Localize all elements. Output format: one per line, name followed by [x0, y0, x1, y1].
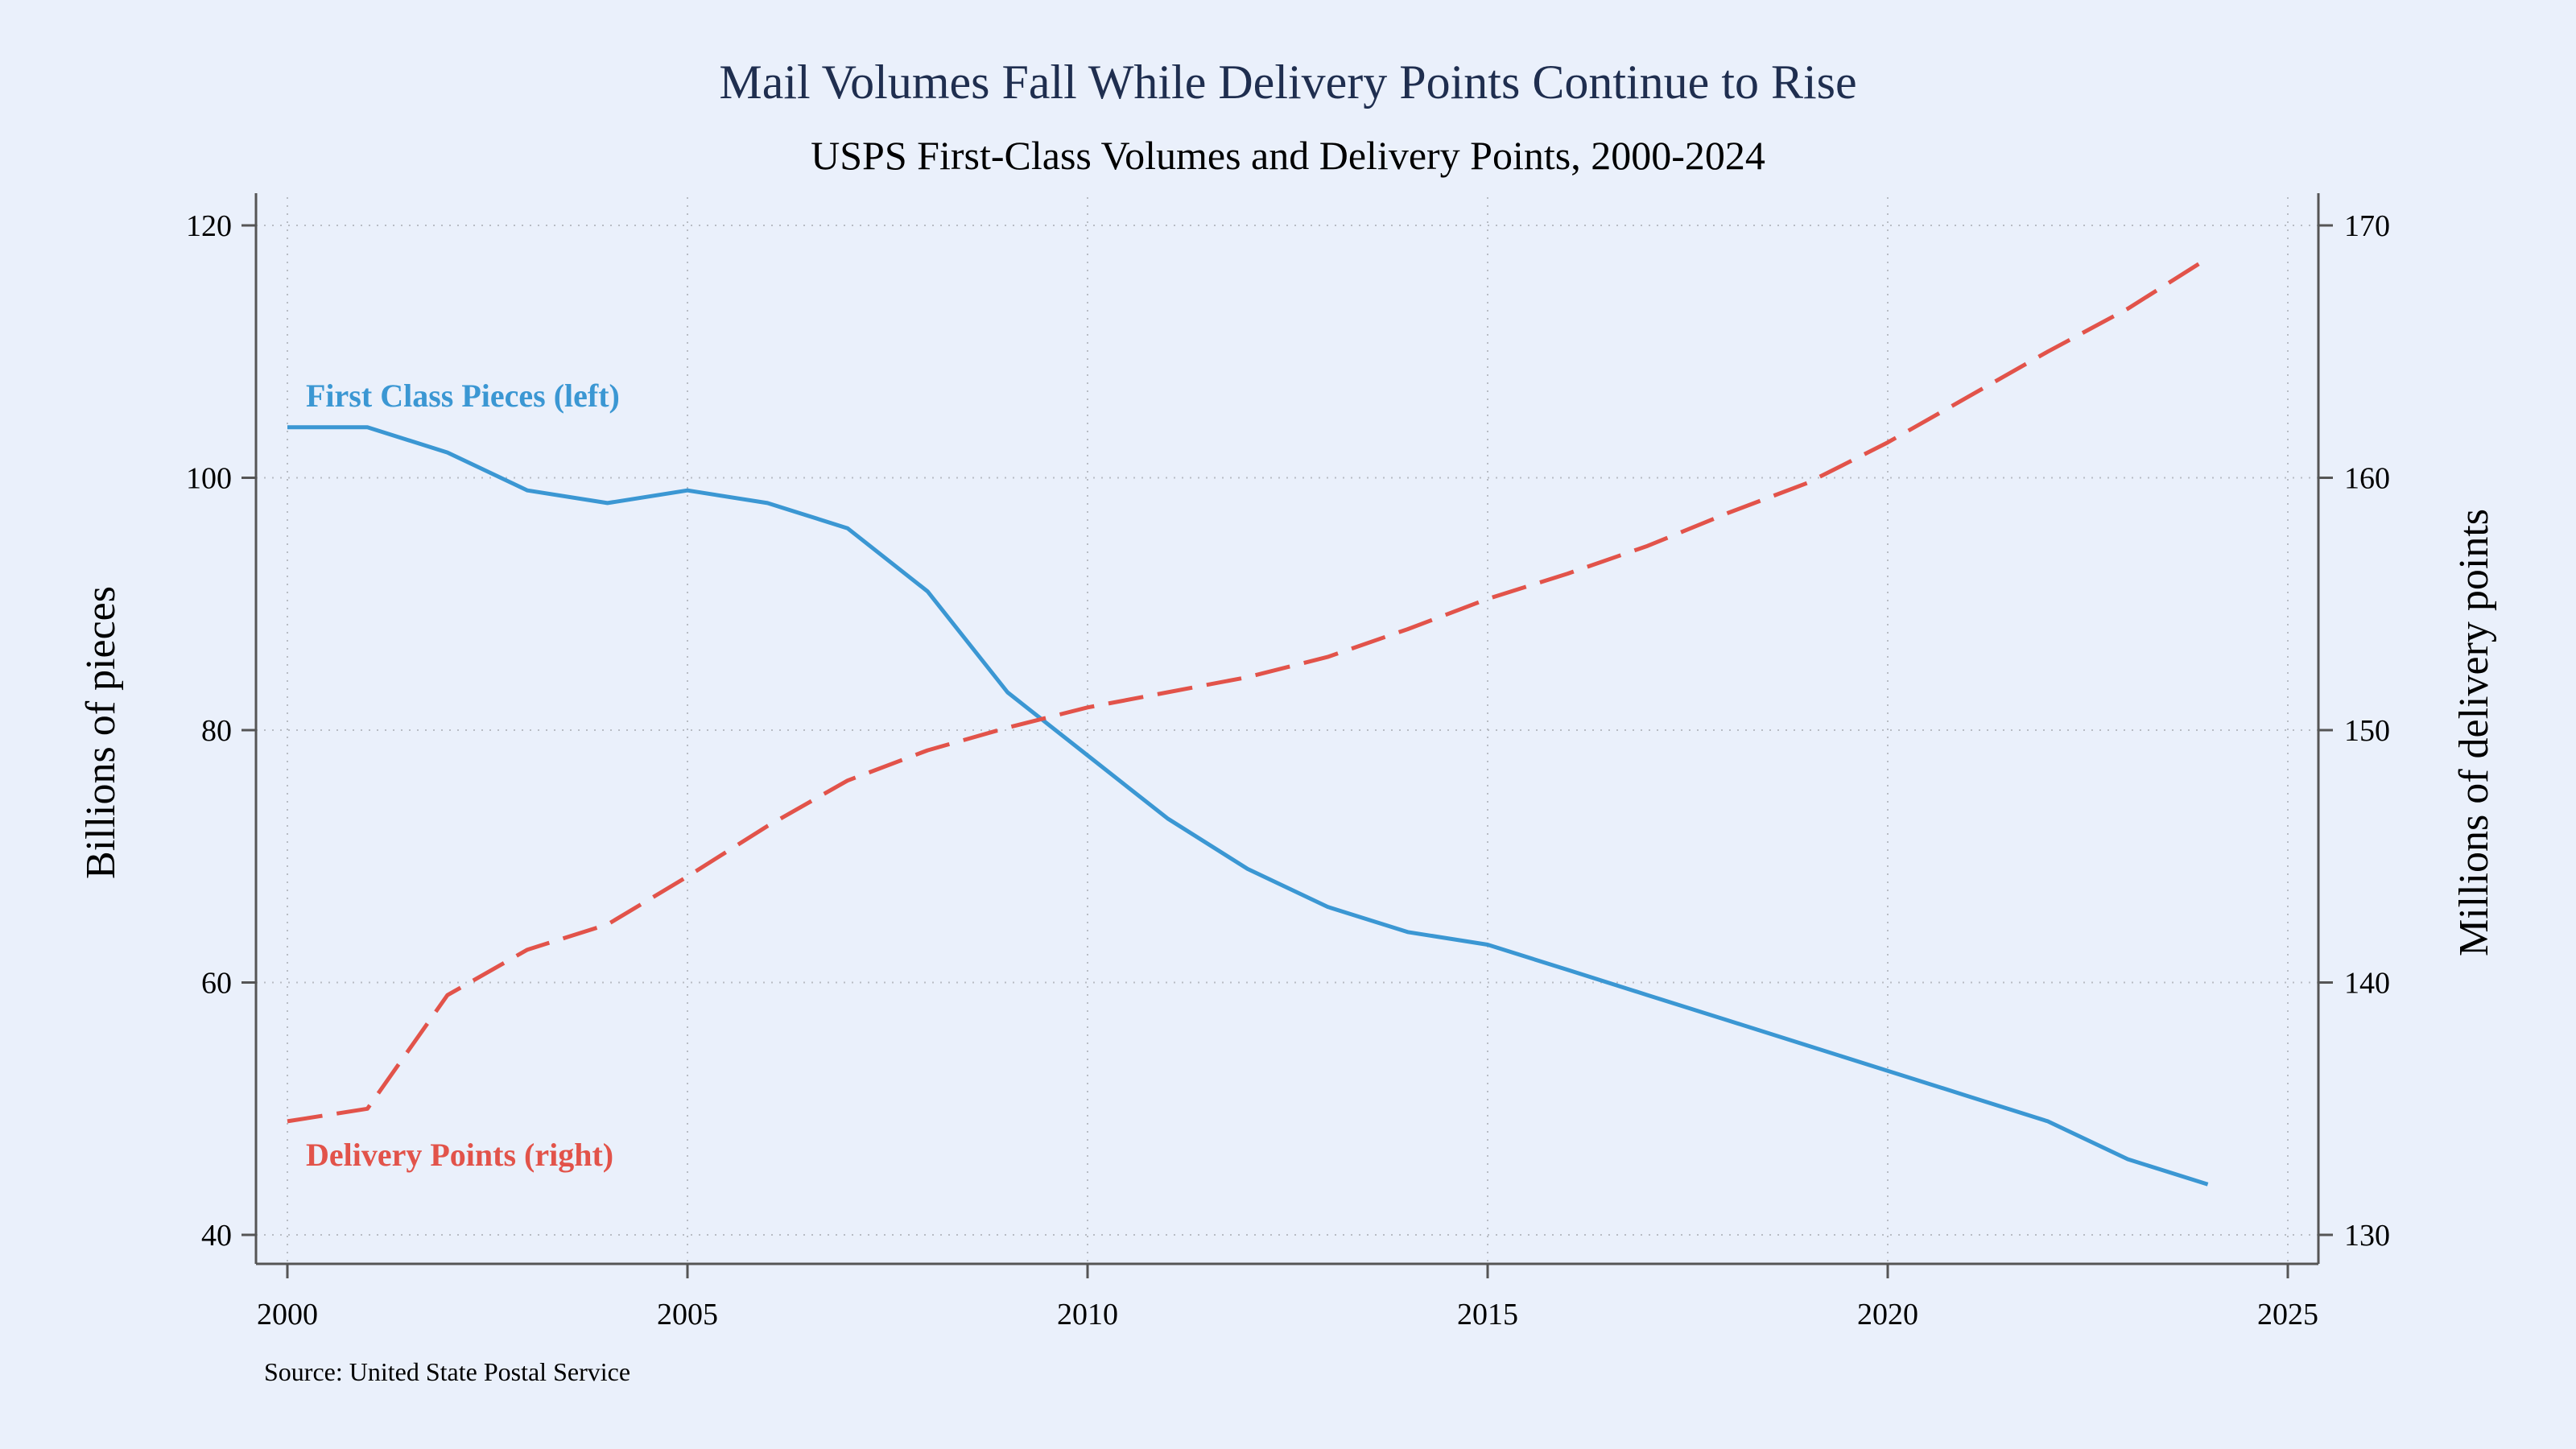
chart-subtitle: USPS First-Class Volumes and Delivery Po… [811, 133, 1765, 178]
y-left-tick-label-100: 100 [186, 462, 232, 496]
x-tick-label-2020: 2020 [1857, 1298, 1918, 1331]
chart-title: Mail Volumes Fall While Delivery Points … [719, 56, 1856, 109]
y-left-tick-label-120: 120 [186, 209, 232, 243]
y-left-tick-label-80: 80 [201, 714, 232, 748]
y-axis-right-title: Millions of delivery points [2451, 509, 2497, 956]
series-line-first-class-pieces [287, 425, 2209, 1187]
y-right-tick-label-150: 150 [2344, 714, 2390, 748]
x-tick-label-2005: 2005 [657, 1298, 718, 1331]
series-line-delivery-points [287, 256, 2209, 1124]
y-right-tick-label-130: 130 [2344, 1219, 2390, 1253]
x-tick-label-2010: 2010 [1057, 1298, 1118, 1331]
axis-ticks: 2000 2005 2010 2015 2020 2025 40 60 80 100 120 130 1… [186, 209, 2390, 1331]
x-tick-label-2015: 2015 [1457, 1298, 1518, 1331]
series-label-delivery-points: Delivery Points (right) [306, 1137, 613, 1173]
y-right-tick-label-170: 170 [2344, 209, 2390, 243]
y-left-tick-label-40: 40 [201, 1219, 232, 1253]
source-note: Source: United State Postal Service [264, 1357, 630, 1386]
y-right-tick-label-160: 160 [2344, 462, 2390, 496]
x-tick-label-2025: 2025 [2257, 1298, 2318, 1331]
gridlines [256, 197, 2318, 1264]
series-label-first-class: First Class Pieces (left) [306, 378, 620, 414]
y-right-tick-label-140: 140 [2344, 967, 2390, 1001]
y-axis-left-title: Billions of pieces [78, 586, 124, 879]
series-lines [287, 256, 2209, 1187]
x-tick-label-2000: 2000 [257, 1298, 318, 1331]
y-left-tick-label-60: 60 [201, 967, 232, 1001]
